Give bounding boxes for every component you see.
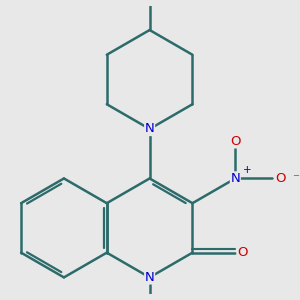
- Text: N: N: [145, 122, 154, 136]
- Text: ⁻: ⁻: [292, 172, 299, 185]
- Text: O: O: [237, 246, 247, 259]
- Text: +: +: [243, 165, 252, 175]
- Text: O: O: [275, 172, 286, 185]
- Text: N: N: [145, 271, 154, 284]
- Text: O: O: [230, 135, 241, 148]
- Text: N: N: [230, 172, 240, 185]
